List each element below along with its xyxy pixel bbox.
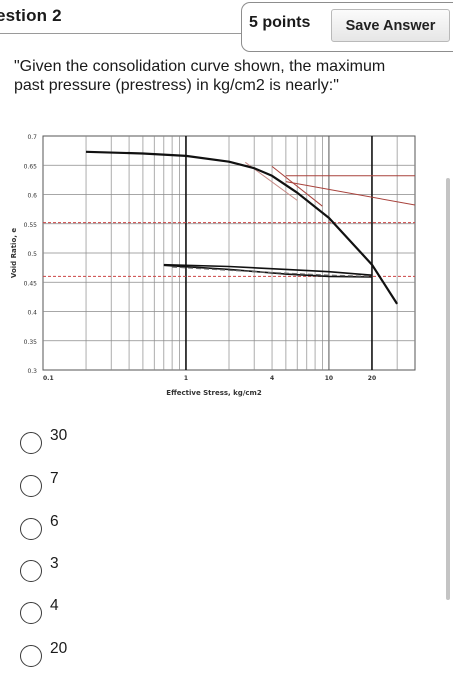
x-tick-label: 4 [270, 375, 274, 382]
consolidation-chart: 0.7 0.65 0.6 0.55 0.5 0.45 0.4 0.35 0.3 0.1 1 4 10 20… [5, 128, 425, 406]
y-tick-label: 0.5 [27, 251, 37, 258]
option-label: 7 [50, 470, 59, 487]
y-tick-label: 0.45 [24, 280, 38, 287]
x-tick-label: 0.1 [43, 375, 54, 382]
series-line-loading [85, 150, 399, 305]
option-label: 6 [50, 513, 59, 530]
y-tick-label: 0.65 [24, 163, 38, 170]
radio-button[interactable] [20, 602, 42, 624]
consolidation-chart-svg: 0.7 0.65 0.6 0.55 0.5 0.45 0.4 0.35 0.3 0.1 1 4 10 20… [10, 134, 416, 397]
points-label: 5 points [249, 14, 311, 31]
construction-line [271, 166, 323, 207]
y-tick-label: 0.7 [27, 134, 37, 141]
answer-option-3[interactable]: 3 [20, 551, 140, 582]
y-tick-label: 0.4 [27, 310, 37, 317]
series-line-reload-dashed [172, 266, 373, 277]
question-number-title: estion 2 [0, 6, 62, 25]
answer-option-30[interactable]: 30 [20, 423, 140, 454]
construction-line [285, 181, 416, 206]
header-divider [0, 33, 248, 34]
radio-button[interactable] [20, 432, 42, 454]
radio-button[interactable] [20, 518, 42, 540]
series-line-unload [163, 263, 373, 276]
answer-option-7[interactable]: 7 [20, 466, 140, 497]
y-tick-label: 0.3 [27, 368, 37, 375]
y-tick-label: 0.35 [24, 339, 38, 346]
option-label: 20 [50, 640, 68, 657]
answer-option-4[interactable]: 4 [20, 593, 140, 624]
radio-button[interactable] [20, 645, 42, 667]
y-axis-label: Void Ratio, e [10, 228, 18, 278]
series-line-reload [163, 264, 373, 278]
option-label: 4 [50, 597, 59, 614]
answer-option-6[interactable]: 6 [20, 509, 140, 540]
x-axis-label: Effective Stress, kg/cm2 [166, 389, 262, 397]
x-tick-label: 10 [325, 375, 333, 382]
save-answer-button[interactable]: Save Answer [331, 9, 450, 42]
scrollbar[interactable] [446, 178, 450, 600]
x-tick-label: 20 [368, 375, 376, 382]
x-tick-label: 1 [184, 375, 188, 382]
radio-button[interactable] [20, 475, 42, 497]
y-tick-label: 0.6 [27, 193, 37, 200]
answer-option-20[interactable]: 20 [20, 636, 140, 667]
question-text: "Given the consolidation curve shown, th… [14, 58, 386, 94]
y-tick-label: 0.55 [24, 222, 38, 229]
radio-button[interactable] [20, 560, 42, 582]
option-label: 3 [50, 555, 59, 572]
option-label: 30 [50, 427, 68, 444]
